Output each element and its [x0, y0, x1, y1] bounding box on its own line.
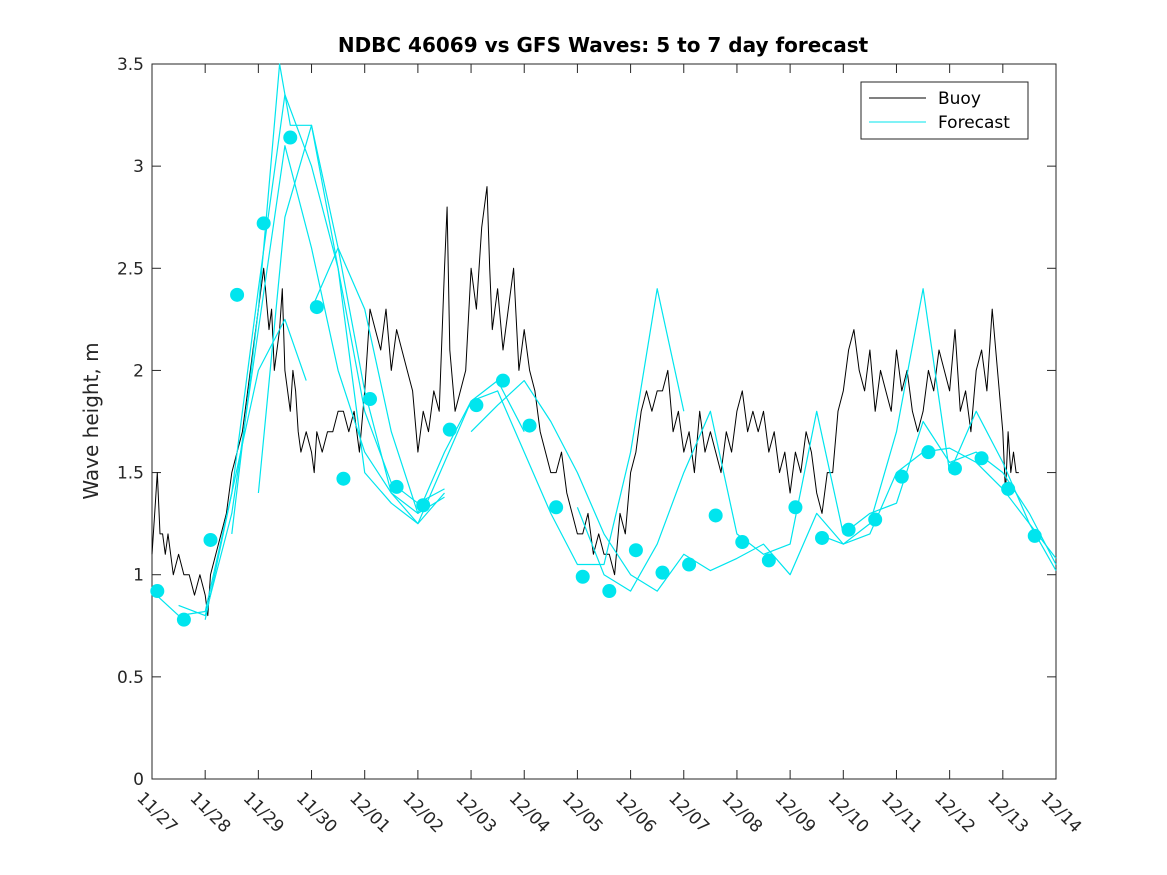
buoy-series — [151, 186, 1019, 617]
forecast-point — [203, 532, 218, 547]
y-axis-label: Wave height, m — [79, 342, 103, 499]
forecast-point — [495, 373, 510, 388]
y-tick-label: 2 — [133, 361, 144, 381]
forecast-point — [655, 565, 670, 580]
forecast-point — [230, 287, 245, 302]
y-tick-label: 0 — [133, 770, 144, 790]
forecast-point — [363, 392, 378, 407]
y-tick-label: 3 — [133, 157, 144, 177]
forecast-point — [974, 451, 989, 466]
forecast-line — [257, 124, 525, 525]
forecast-line — [576, 410, 1057, 592]
forecast-point — [1027, 528, 1042, 543]
y-tick-label: 1 — [133, 566, 144, 586]
forecast-point — [1001, 481, 1016, 496]
forecast-point — [150, 584, 165, 599]
forecast-point — [841, 522, 856, 537]
forecast-point — [602, 584, 617, 599]
y-tick-label: 1.5 — [117, 464, 144, 484]
forecast-point — [389, 479, 404, 494]
forecast-line — [231, 63, 445, 534]
legend: Buoy Forecast — [860, 81, 1029, 140]
forecast-line — [816, 288, 1057, 559]
forecast-point — [628, 543, 643, 558]
buoy-line — [151, 186, 1019, 617]
forecast-line — [310, 247, 685, 566]
forecast-markers — [150, 130, 1042, 627]
legend-buoy-label: Buoy — [938, 89, 981, 109]
y-tick-label: 2.5 — [117, 259, 144, 279]
chart-title: NDBC 46069 vs GFS Waves: 5 to 7 day fore… — [338, 33, 869, 57]
forecast-point — [469, 398, 484, 413]
forecast-point — [788, 500, 803, 515]
forecast-point — [309, 300, 324, 315]
forecast-point — [761, 553, 776, 568]
forecast-point — [815, 530, 830, 545]
legend-box — [860, 81, 1029, 140]
y-tick-label: 3.5 — [117, 55, 144, 75]
axis-ticks — [151, 63, 1057, 780]
forecast-point — [283, 130, 298, 145]
forecast-point — [575, 569, 590, 584]
forecast-point — [894, 469, 909, 484]
forecast-point — [442, 422, 457, 437]
forecast-point — [522, 418, 537, 433]
y-tick-label: 0.5 — [117, 668, 144, 688]
forecast-point — [868, 512, 883, 527]
forecast-line — [204, 93, 445, 620]
forecast-point — [336, 471, 351, 486]
forecast-point — [735, 535, 750, 550]
forecast-point — [549, 500, 564, 515]
forecast-line — [178, 145, 445, 617]
forecast-point — [708, 508, 723, 523]
forecast-point — [921, 445, 936, 460]
forecast-point — [176, 612, 191, 627]
plot-frame — [151, 63, 1057, 780]
plot-area: 00.511.522.533.511/27 11/28 11/29 11/30 12/0… — [117, 55, 1085, 837]
forecast-point — [947, 461, 962, 476]
forecast-point — [256, 216, 271, 231]
forecast-point — [682, 557, 697, 572]
forecast-point — [416, 498, 431, 513]
legend-forecast-label: Forecast — [938, 113, 1010, 133]
